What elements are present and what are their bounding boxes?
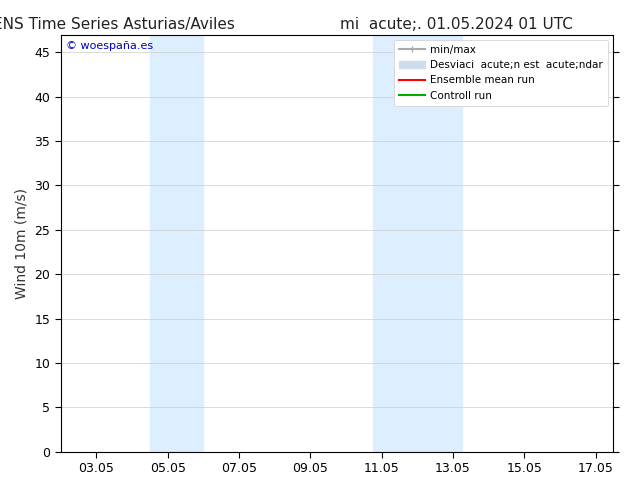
Y-axis label: Wind 10m (m/s): Wind 10m (m/s) bbox=[15, 188, 29, 298]
Bar bbox=[373, 35, 462, 452]
Text: mi  acute;. 01.05.2024 01 UTC: mi acute;. 01.05.2024 01 UTC bbox=[340, 17, 573, 32]
Bar bbox=[150, 35, 204, 452]
Text: ENS Time Series Asturias/Aviles: ENS Time Series Asturias/Aviles bbox=[0, 17, 235, 32]
Text: © woespaña.es: © woespaña.es bbox=[67, 41, 153, 51]
Legend: min/max, Desviaci  acute;n est  acute;ndar, Ensemble mean run, Controll run: min/max, Desviaci acute;n est acute;ndar… bbox=[394, 40, 608, 106]
